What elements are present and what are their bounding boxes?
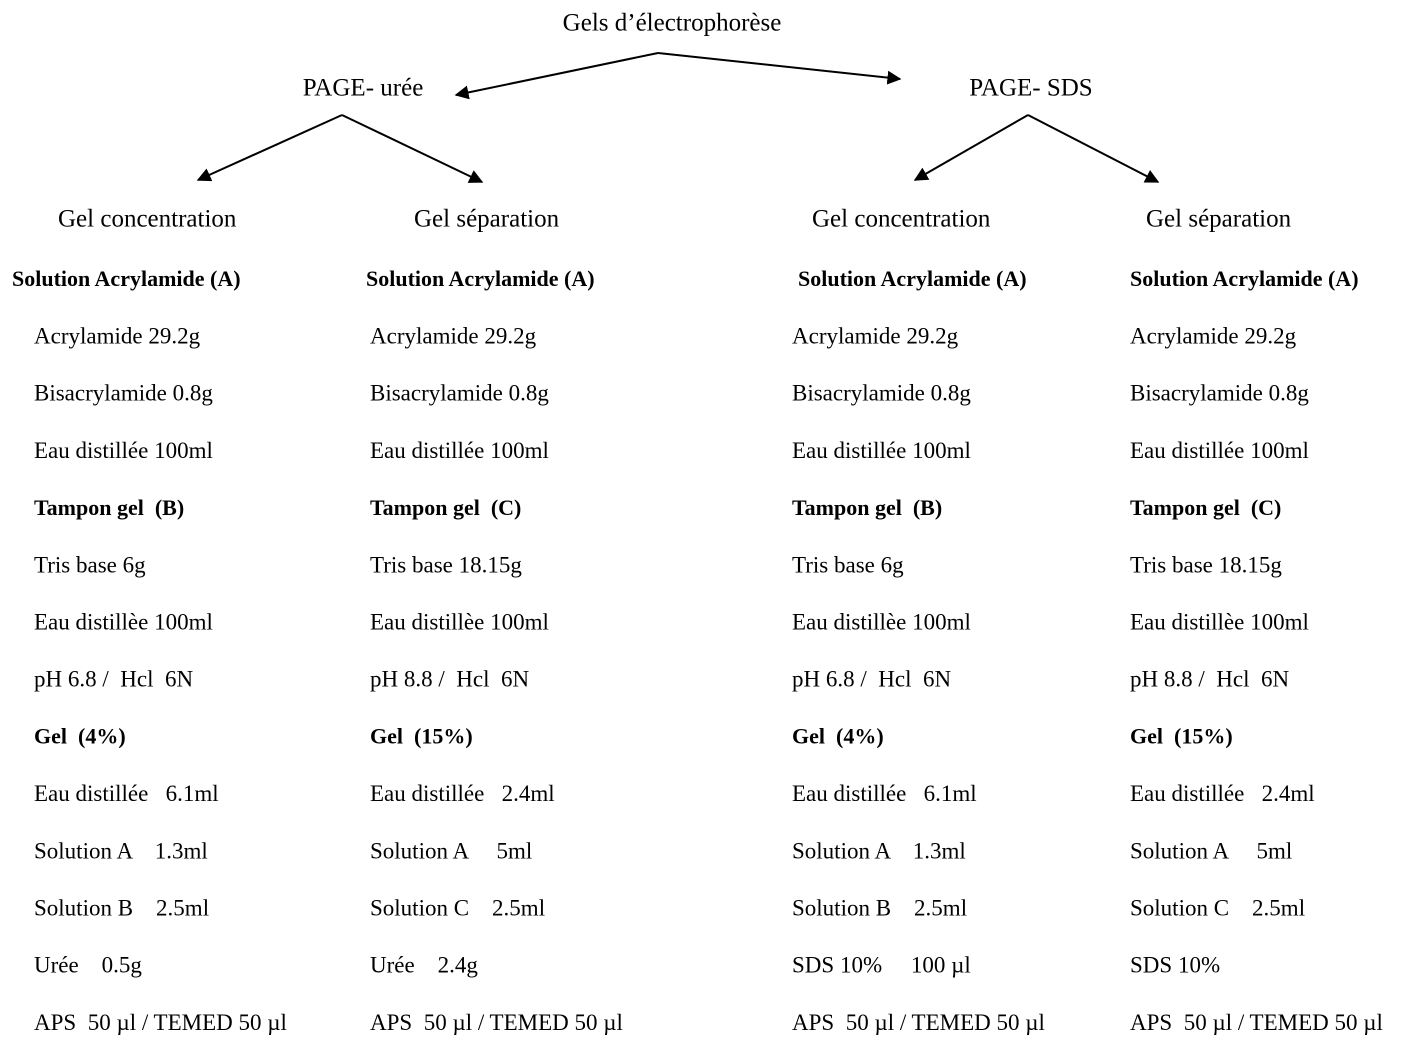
ingredient: pH 8.8 / Hcl 6N bbox=[370, 667, 529, 692]
ingredient: pH 6.8 / Hcl 6N bbox=[34, 667, 193, 692]
ingredient: APS 50 µl / TEMED 50 µl bbox=[34, 1010, 287, 1035]
section-heading: Tampon gel (B) bbox=[792, 495, 942, 520]
ingredient: Tris base 18.15g bbox=[1130, 552, 1282, 577]
ingredient: APS 50 µl / TEMED 50 µl bbox=[1130, 1010, 1383, 1035]
ingredient: Solution B 2.5ml bbox=[34, 895, 209, 920]
ingredient: Solution A 1.3ml bbox=[792, 838, 966, 863]
section-heading: Gel (4%) bbox=[792, 724, 884, 749]
section-heading: Solution Acrylamide (A) bbox=[12, 266, 241, 291]
ingredient: Solution C 2.5ml bbox=[370, 895, 545, 920]
ingredient: Eau distillée 2.4ml bbox=[1130, 781, 1315, 806]
ingredient: pH 8.8 / Hcl 6N bbox=[1130, 667, 1289, 692]
ingredient: Acrylamide 29.2g bbox=[1130, 323, 1297, 348]
ingredient: Eau distillée 2.4ml bbox=[370, 781, 555, 806]
ingredient: Acrylamide 29.2g bbox=[370, 323, 537, 348]
ingredient: Eau distillée 100ml bbox=[370, 438, 549, 463]
ingredient: Bisacrylamide 0.8g bbox=[370, 381, 549, 406]
ingredient: Solution A 5ml bbox=[370, 838, 532, 863]
ingredient: Eau distillèe 100ml bbox=[34, 609, 213, 634]
ingredient: Eau distillèe 100ml bbox=[370, 609, 549, 634]
ingredient: Acrylamide 29.2g bbox=[792, 323, 959, 348]
ingredient: Eau distillée 100ml bbox=[34, 438, 213, 463]
section-heading: Gel (4%) bbox=[34, 724, 126, 749]
ingredient: Solution B 2.5ml bbox=[792, 895, 967, 920]
ingredient: Solution A 1.3ml bbox=[34, 838, 208, 863]
ingredient: Bisacrylamide 0.8g bbox=[1130, 381, 1309, 406]
ingredient: APS 50 µl / TEMED 50 µl bbox=[370, 1010, 623, 1035]
arrow bbox=[341, 114, 484, 183]
ingredient: Solution C 2.5ml bbox=[1130, 895, 1305, 920]
ingredient: Eau distillée 100ml bbox=[1130, 438, 1309, 463]
ingredient: pH 6.8 / Hcl 6N bbox=[792, 667, 951, 692]
column-header: Gel séparation bbox=[1146, 206, 1292, 233]
ingredient: Solution A 5ml bbox=[1130, 838, 1292, 863]
branch-label: PAGE- urée bbox=[303, 75, 424, 102]
ingredient: Tris base 18.15g bbox=[370, 552, 522, 577]
ingredient: Bisacrylamide 0.8g bbox=[792, 381, 971, 406]
ingredient: SDS 10% 100 µl bbox=[792, 953, 971, 978]
arrow bbox=[657, 52, 902, 85]
ingredient: Urée 0.5g bbox=[34, 953, 142, 978]
arrow bbox=[196, 114, 343, 182]
ingredient: Tris base 6g bbox=[792, 552, 904, 577]
column-header: Gel concentration bbox=[812, 206, 991, 233]
section-heading: Tampon gel (C) bbox=[1130, 495, 1281, 520]
arrow bbox=[454, 52, 659, 100]
arrow bbox=[1027, 114, 1160, 183]
arrow bbox=[913, 114, 1029, 181]
ingredient: Eau distillée 100ml bbox=[792, 438, 971, 463]
branch-label: PAGE- SDS bbox=[969, 75, 1092, 102]
ingredient: Tris base 6g bbox=[34, 552, 146, 577]
ingredient: APS 50 µl / TEMED 50 µl bbox=[792, 1010, 1045, 1035]
ingredient: Acrylamide 29.2g bbox=[34, 323, 201, 348]
section-heading: Gel (15%) bbox=[370, 724, 473, 749]
ingredient: Eau distillèe 100ml bbox=[1130, 609, 1309, 634]
ingredient: Urée 2.4g bbox=[370, 953, 478, 978]
section-heading: Solution Acrylamide (A) bbox=[366, 266, 595, 291]
ingredient: Eau distillée 6.1ml bbox=[792, 781, 977, 806]
section-heading: Solution Acrylamide (A) bbox=[1130, 266, 1359, 291]
column-header: Gel concentration bbox=[58, 206, 237, 233]
section-heading: Tampon gel (C) bbox=[370, 495, 521, 520]
section-heading: Tampon gel (B) bbox=[34, 495, 184, 520]
section-heading: Solution Acrylamide (A) bbox=[798, 266, 1027, 291]
ingredient: SDS 10% bbox=[1130, 953, 1220, 978]
section-heading: Gel (15%) bbox=[1130, 724, 1233, 749]
ingredient: Eau distillée 6.1ml bbox=[34, 781, 219, 806]
ingredient: Bisacrylamide 0.8g bbox=[34, 381, 213, 406]
root-title: Gels d’électrophorèse bbox=[563, 10, 782, 37]
column-header: Gel séparation bbox=[414, 206, 560, 233]
ingredient: Eau distillèe 100ml bbox=[792, 609, 971, 634]
